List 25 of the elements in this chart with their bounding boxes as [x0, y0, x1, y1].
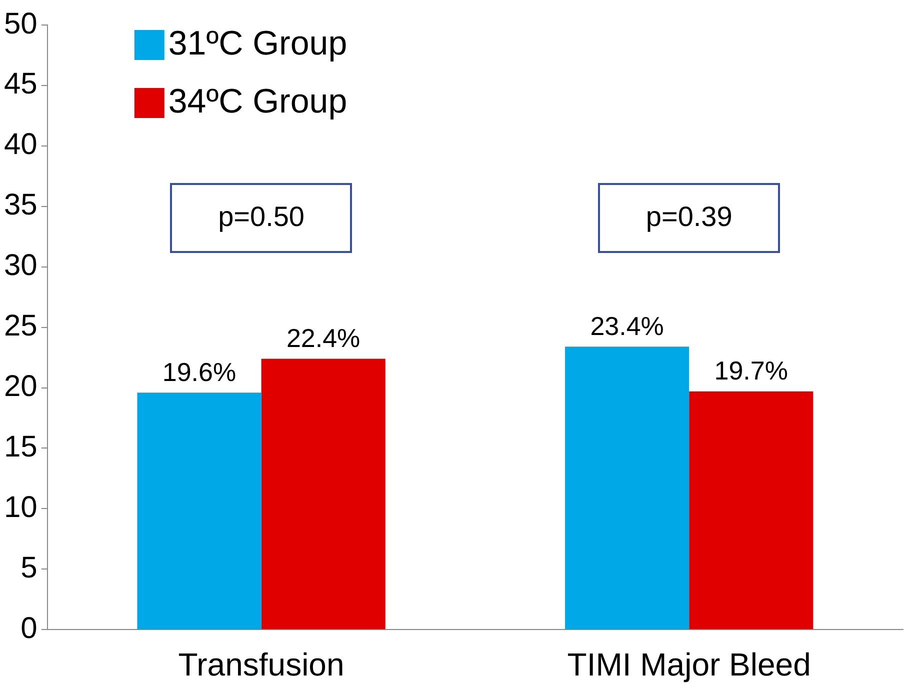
y-tick-label: 10	[4, 490, 38, 524]
bar	[261, 358, 386, 630]
data-label: 19.6%	[162, 356, 236, 387]
y-tick-label: 45	[4, 68, 38, 101]
y-tick-label: 35	[4, 188, 38, 222]
annotation: p=0.50	[218, 201, 304, 232]
data-label: 19.7%	[714, 356, 788, 386]
y-tick-label: 15	[4, 430, 38, 464]
data-label: 22.4%	[286, 322, 360, 353]
y-tick-label: 5	[20, 551, 38, 584]
y-tick-label: 40	[4, 128, 38, 162]
legend-label: 34ºC Group	[168, 82, 348, 120]
bar	[137, 392, 262, 630]
x-tick-label: Transfusion	[178, 646, 344, 683]
data-label: 23.4%	[590, 310, 664, 341]
bar	[565, 346, 690, 630]
bar	[689, 391, 814, 630]
y-tick-label: 50	[4, 7, 38, 40]
y-tick-label: 20	[4, 370, 38, 404]
y-tick-label: 0	[20, 612, 38, 645]
annotation: p=0.39	[646, 201, 732, 232]
y-tick-label: 25	[4, 310, 38, 343]
x-tick-label: TIMI Major Bleed	[567, 646, 811, 683]
legend-label: 31ºC Group	[168, 24, 348, 62]
y-tick-label: 30	[4, 249, 38, 282]
